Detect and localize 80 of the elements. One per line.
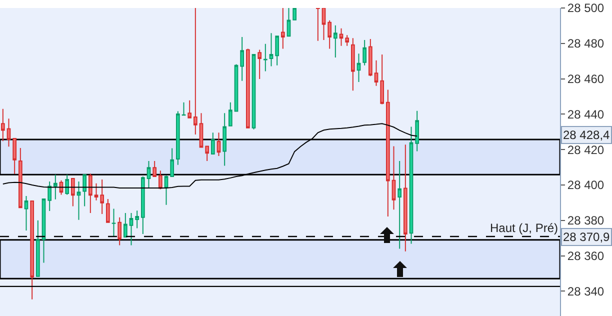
- candlestick: [65, 174, 70, 196]
- candlestick: [210, 132, 215, 155]
- candlestick: [415, 110, 420, 152]
- candlestick: [70, 178, 75, 207]
- candlestick: [112, 208, 116, 238]
- candlestick: [188, 100, 192, 118]
- y-tick-label: 28 440: [567, 107, 604, 122]
- candlestick: [182, 102, 186, 116]
- candlestick: [123, 212, 128, 238]
- candlestick: [368, 38, 372, 77]
- candlestick: [275, 36, 280, 66]
- candlestick: [409, 126, 414, 244]
- candlestick: [333, 24, 338, 58]
- candlestick: [170, 148, 174, 178]
- candlestick: [152, 160, 157, 178]
- candlestick: [36, 220, 40, 277]
- candlestick: [228, 102, 232, 126]
- candlestick: [356, 53, 361, 82]
- candlestick: [6, 118, 11, 148]
- candlestick: [164, 175, 168, 206]
- y-tick-label: 28 400: [567, 178, 604, 192]
- y-tick-label: 28 460: [567, 72, 604, 86]
- candlestick: [158, 170, 162, 190]
- candlestick: [234, 64, 238, 112]
- candlestick: [30, 200, 34, 300]
- candlestick: [42, 198, 46, 264]
- candlestick: [374, 60, 378, 86]
- candlestick: [100, 179, 104, 215]
- candlestick: [222, 112, 227, 166]
- candlestick: [216, 132, 221, 156]
- candlestick: [252, 54, 256, 130]
- y-tick-label: 28 480: [567, 36, 604, 51]
- candlestick: [258, 49, 262, 80]
- candlestick: [362, 40, 367, 66]
- candlestick: [0, 108, 5, 142]
- candlestick: [140, 176, 145, 235]
- candlestick: [135, 210, 140, 229]
- y-tick-label: 28 420: [567, 142, 604, 157]
- candlestick: [76, 180, 81, 220]
- text: 28 370,9: [563, 230, 610, 244]
- candlestick: [48, 180, 52, 212]
- candlestick: [280, 8, 285, 50]
- candlestick: [286, 8, 291, 37]
- text: 28 428,4: [563, 128, 610, 142]
- candlestick: [246, 48, 250, 128]
- candlestick: [398, 160, 402, 250]
- candlestick: [106, 198, 110, 223]
- candlestick: [263, 43, 268, 72]
- candlestick: [53, 174, 58, 200]
- candlestick: [18, 148, 22, 208]
- candlestick: [146, 160, 151, 189]
- candlestick: [24, 195, 28, 231]
- candlestick: [129, 212, 134, 246]
- candlestick: [193, 8, 198, 136]
- candlestick: [345, 34, 350, 46]
- candlestick: [403, 144, 408, 252]
- y-tick-label: 28 360: [567, 249, 604, 264]
- candlestick: [392, 146, 396, 210]
- y-tick-label: 28 340: [567, 284, 604, 298]
- candlestick: [269, 32, 274, 67]
- candlestick: [339, 28, 344, 46]
- candlestick: [328, 20, 332, 50]
- candlestick: [316, 8, 320, 42]
- candlestick: [82, 174, 87, 207]
- candlestick: [350, 38, 355, 92]
- candlestick: [94, 182, 98, 201]
- y-tick-label: 28 500: [567, 1, 604, 16]
- candlestick: [240, 36, 244, 82]
- candlestick: [380, 54, 384, 105]
- candlestick: [12, 138, 17, 175]
- candlestick: [322, 8, 326, 41]
- candlestick: [199, 112, 204, 148]
- candlestick: [292, 8, 297, 20]
- candlestick: [118, 216, 122, 246]
- candlestick: [205, 146, 210, 162]
- ref-line-label: Haut (J, Pré): [490, 221, 558, 235]
- candlestick: [386, 89, 390, 218]
- candlestick: [176, 110, 180, 166]
- candlestick: [88, 173, 92, 214]
- y-tick-label: 28 380: [567, 214, 604, 228]
